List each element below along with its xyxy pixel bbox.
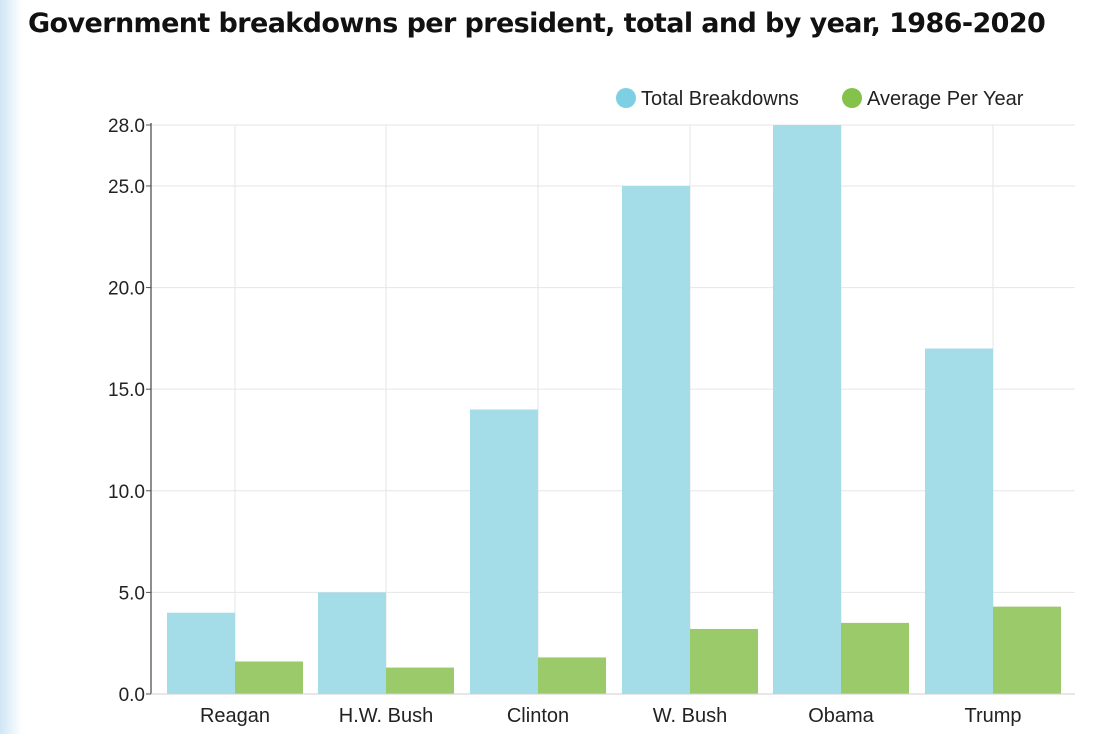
- x-tick-label: Reagan: [200, 705, 270, 727]
- y-tick-label: 28.0: [108, 116, 145, 137]
- bar-average-h-w-bush[interactable]: [386, 668, 454, 694]
- bar-average-obama[interactable]: [841, 623, 909, 694]
- legend-label[interactable]: Average Per Year: [867, 88, 1024, 110]
- legend: Total Breakdowns Average Per Year: [616, 88, 1024, 110]
- x-tick-label: Obama: [808, 705, 874, 727]
- x-axis: Reagan H.W. Bush Clinton W. Bush Obama Trump: [151, 694, 1075, 727]
- bar-average-trump[interactable]: [993, 607, 1061, 694]
- y-axis: 0.0 5.0 10.0 15.0 20.0 25.0 28.0: [108, 116, 151, 706]
- bar-series: [167, 125, 1061, 694]
- bar-average-reagan[interactable]: [235, 661, 303, 694]
- legend-swatch: [842, 88, 862, 108]
- y-tick-label: 0.0: [119, 685, 145, 706]
- legend-label[interactable]: Total Breakdowns: [641, 88, 799, 110]
- y-tick-label: 20.0: [108, 279, 145, 300]
- bar-total-reagan[interactable]: [167, 613, 235, 694]
- x-tick-label: W. Bush: [653, 705, 727, 727]
- bar-average-w-bush[interactable]: [690, 629, 758, 694]
- bar-total-obama[interactable]: [773, 125, 841, 694]
- bar-total-w-bush[interactable]: [622, 186, 690, 694]
- y-tick-label: 25.0: [108, 177, 145, 198]
- x-tick-label: H.W. Bush: [339, 705, 433, 727]
- legend-swatch: [616, 88, 636, 108]
- x-tick-label: Trump: [964, 705, 1021, 727]
- y-tick-label: 10.0: [108, 482, 145, 503]
- bar-total-clinton[interactable]: [470, 410, 538, 695]
- y-tick-label: 5.0: [119, 583, 145, 604]
- bar-average-clinton[interactable]: [538, 657, 606, 694]
- bar-total-trump[interactable]: [925, 349, 993, 694]
- bar-total-h-w-bush[interactable]: [318, 592, 386, 694]
- x-tick-label: Clinton: [507, 705, 569, 727]
- y-tick-label: 15.0: [108, 380, 145, 401]
